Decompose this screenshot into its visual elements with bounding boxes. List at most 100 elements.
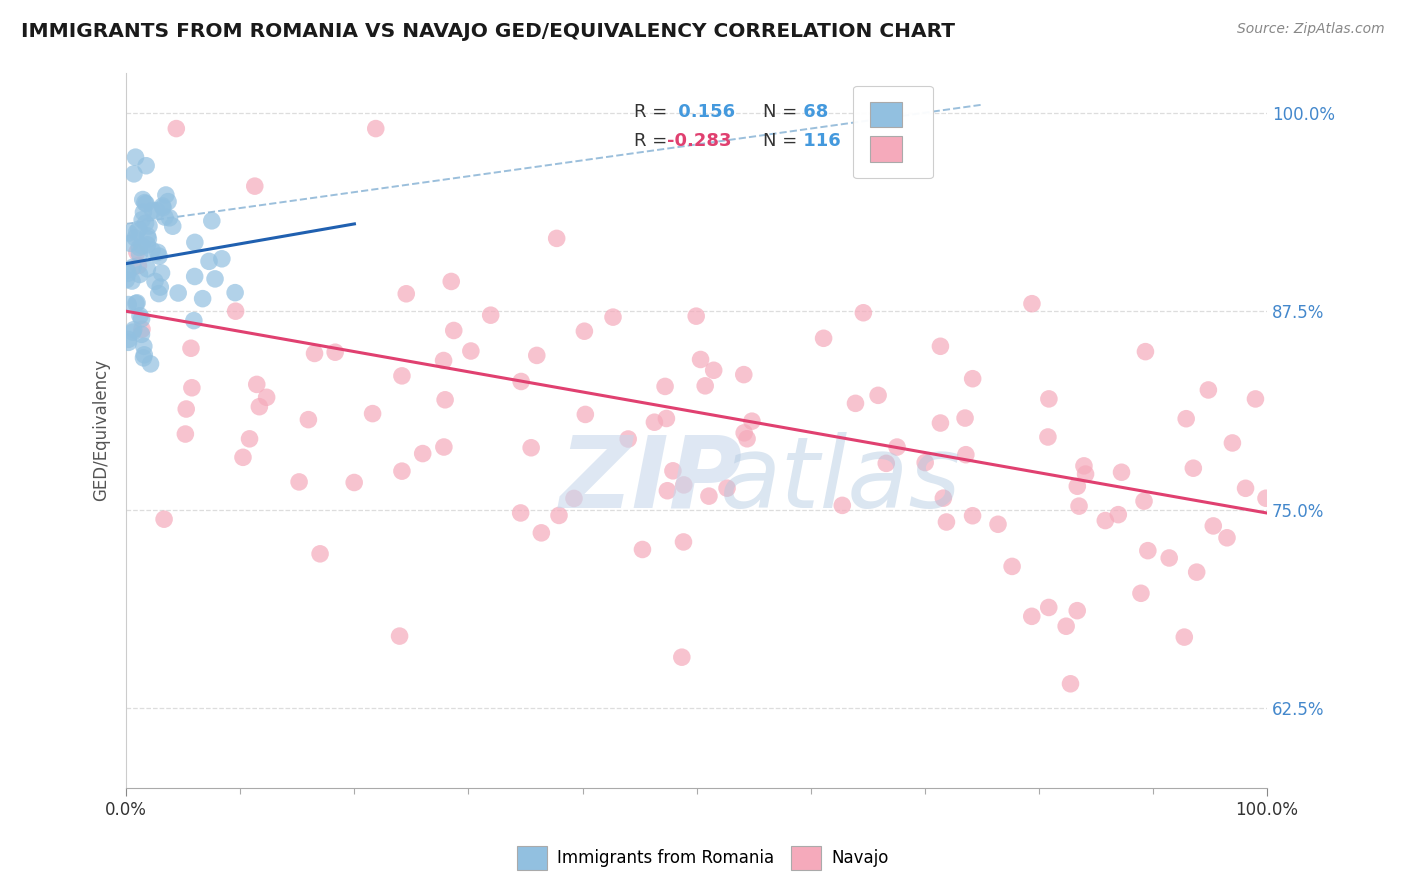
Point bbox=[143, 274, 166, 288]
Point bbox=[211, 252, 233, 266]
Point bbox=[125, 245, 148, 260]
Point bbox=[122, 167, 145, 181]
Point bbox=[201, 214, 224, 228]
Point bbox=[1159, 551, 1181, 566]
Text: R =: R = bbox=[634, 132, 666, 150]
Point bbox=[844, 396, 866, 410]
Point bbox=[125, 296, 148, 310]
Point bbox=[1021, 609, 1043, 624]
Point bbox=[134, 348, 156, 362]
Point bbox=[617, 432, 640, 446]
Point bbox=[1133, 494, 1156, 508]
Point bbox=[526, 348, 548, 362]
Point bbox=[288, 475, 311, 489]
Point bbox=[146, 245, 169, 260]
Point bbox=[128, 247, 150, 261]
Point bbox=[1254, 491, 1277, 506]
Point bbox=[657, 483, 679, 498]
Point bbox=[929, 416, 952, 430]
Point bbox=[460, 344, 482, 359]
Point bbox=[735, 432, 758, 446]
Point bbox=[1244, 392, 1267, 406]
Point bbox=[121, 274, 143, 288]
Point bbox=[167, 285, 190, 300]
Point bbox=[225, 304, 247, 318]
Point bbox=[148, 286, 170, 301]
Point bbox=[127, 259, 149, 273]
Point bbox=[256, 390, 278, 404]
Point bbox=[136, 261, 159, 276]
Point bbox=[643, 415, 665, 429]
Point bbox=[132, 339, 155, 353]
Point bbox=[1182, 461, 1205, 475]
Point bbox=[159, 211, 181, 225]
Point bbox=[224, 285, 246, 300]
Point bbox=[852, 306, 875, 320]
Point bbox=[131, 311, 153, 326]
Point bbox=[1107, 508, 1129, 522]
Point bbox=[150, 266, 173, 280]
Point bbox=[180, 381, 202, 395]
Point bbox=[631, 542, 654, 557]
Point bbox=[716, 481, 738, 495]
Point bbox=[868, 388, 890, 402]
Point bbox=[574, 324, 596, 338]
Legend: , : , bbox=[853, 86, 932, 178]
Point bbox=[886, 440, 908, 454]
Point bbox=[180, 341, 202, 355]
Point bbox=[148, 249, 170, 263]
Point bbox=[246, 377, 269, 392]
Point bbox=[157, 194, 180, 209]
Point bbox=[135, 216, 157, 230]
Point bbox=[1173, 630, 1195, 644]
Point bbox=[131, 212, 153, 227]
Point bbox=[662, 464, 685, 478]
Point bbox=[141, 203, 163, 218]
Point bbox=[183, 269, 205, 284]
Point bbox=[703, 363, 725, 377]
Point bbox=[232, 450, 254, 465]
Point bbox=[1038, 600, 1060, 615]
Point bbox=[191, 292, 214, 306]
Point bbox=[117, 297, 139, 311]
Point bbox=[309, 547, 332, 561]
Text: N =: N = bbox=[763, 103, 797, 121]
Point bbox=[155, 188, 177, 202]
Point bbox=[395, 286, 418, 301]
Point bbox=[935, 515, 957, 529]
Point bbox=[128, 241, 150, 255]
Point bbox=[1202, 519, 1225, 533]
Point bbox=[183, 313, 205, 327]
Point bbox=[574, 408, 596, 422]
Point bbox=[733, 368, 755, 382]
Text: R =: R = bbox=[634, 103, 666, 121]
Point bbox=[297, 412, 319, 426]
Point bbox=[1038, 392, 1060, 406]
Point bbox=[135, 159, 157, 173]
Point bbox=[1185, 565, 1208, 579]
Point bbox=[1197, 383, 1219, 397]
Point bbox=[831, 499, 853, 513]
Point bbox=[128, 222, 150, 236]
Point bbox=[138, 219, 160, 233]
Text: Source: ZipAtlas.com: Source: ZipAtlas.com bbox=[1237, 22, 1385, 37]
Text: 68: 68 bbox=[797, 103, 828, 121]
Point bbox=[875, 456, 897, 470]
Point bbox=[153, 210, 176, 224]
Point bbox=[122, 260, 145, 274]
Point bbox=[198, 254, 221, 268]
Point bbox=[1111, 465, 1133, 479]
Point bbox=[987, 517, 1010, 532]
Point bbox=[1054, 619, 1077, 633]
Point bbox=[1001, 559, 1024, 574]
Point bbox=[953, 411, 976, 425]
Point bbox=[1135, 344, 1157, 359]
Point bbox=[118, 226, 141, 240]
Point bbox=[124, 231, 146, 245]
Text: 0.156: 0.156 bbox=[672, 103, 734, 121]
Point bbox=[184, 235, 207, 250]
Point bbox=[602, 310, 624, 325]
Point bbox=[125, 296, 148, 310]
Text: 116: 116 bbox=[797, 132, 841, 150]
Point bbox=[136, 228, 159, 243]
